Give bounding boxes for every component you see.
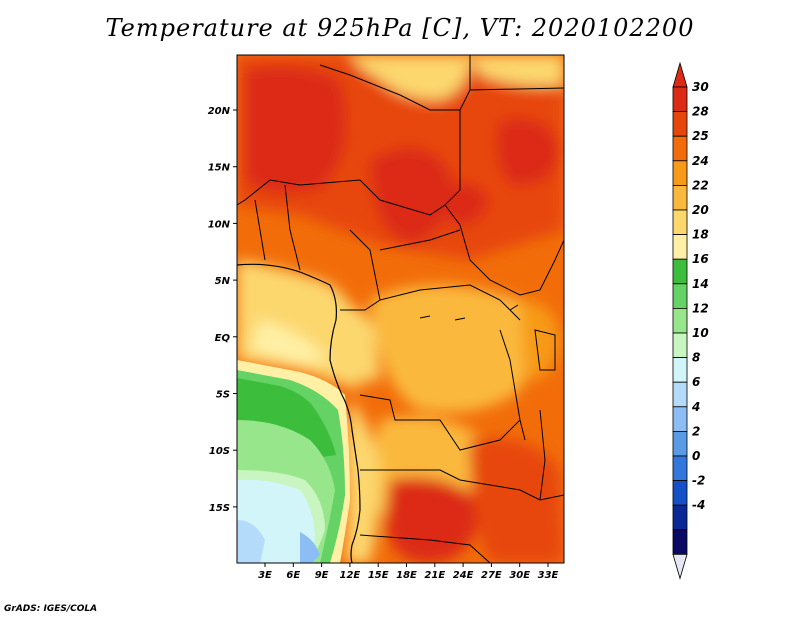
y-tick-label: 10N [208, 219, 231, 230]
x-tick-label: 6E [286, 570, 300, 581]
colorbar-swatch [672, 430, 688, 457]
colorbar-swatch [672, 135, 688, 162]
colorbar-label: 20 [692, 203, 709, 217]
colorbar-label: 8 [692, 351, 700, 365]
y-tick-label: 15N [208, 163, 231, 174]
colorbar-label: -4 [692, 498, 705, 512]
colorbar-swatch [672, 111, 688, 137]
temperature-field [237, 55, 564, 563]
colorbar-swatch [672, 234, 688, 260]
ocean-field [237, 360, 350, 563]
colorbar-label: -2 [692, 474, 705, 488]
map-frame [236, 54, 565, 564]
colorbar-swatch [672, 381, 688, 408]
y-tick-label: 15S [209, 503, 230, 514]
colorbar-label: 28 [692, 105, 709, 119]
colorbar-label: 14 [692, 277, 709, 291]
colorbar-label: 25 [692, 129, 709, 143]
x-axis: 3E 6E 9E 12E 15E 18E 21E 24E 27E 30E 33E [258, 563, 559, 581]
colorbar-swatch [672, 160, 688, 186]
colorbar-swatch [672, 357, 688, 383]
colorbar-swatch [672, 283, 688, 309]
colorbar-swatch [672, 209, 688, 236]
x-tick-label: 30E [509, 570, 530, 581]
colorbar-swatch [672, 307, 688, 334]
x-tick-label: 27E [481, 570, 502, 581]
colorbar-swatch [672, 258, 688, 285]
y-tick-label: 5S [216, 390, 230, 401]
colorbar-label: 16 [692, 252, 709, 266]
colorbar-swatch [672, 332, 688, 359]
colorbar-swatch [672, 455, 688, 482]
y-tick-label: 20N [208, 106, 231, 117]
chart-title: Temperature at 925hPa [C], VT: 202010220… [105, 14, 695, 42]
colorbar-label: 18 [692, 228, 709, 242]
colorbar-label: 2 [692, 424, 700, 438]
colorbar-swatch [672, 504, 688, 531]
colorbar-label: 4 [691, 400, 700, 414]
x-tick-label: 18E [396, 570, 417, 581]
y-tick-label: 10S [209, 446, 230, 457]
field-shading [237, 55, 564, 563]
colorbar-swatch [672, 480, 688, 506]
colorbar-swatch [672, 184, 688, 211]
credit-text: GrADS: IGES/COLA [4, 604, 98, 614]
colorbar-swatch [672, 86, 688, 113]
x-tick-label: 9E [315, 570, 329, 581]
x-tick-label: 33E [538, 570, 559, 581]
colorbar-label: 12 [692, 301, 709, 315]
colorbar-swatch [672, 529, 688, 555]
colorbar-label: 0 [692, 449, 700, 463]
map-boundaries [237, 55, 564, 563]
colorbar-label: 30 [692, 80, 709, 94]
colorbar-over-triangle [672, 61, 688, 88]
y-tick-label: EQ [215, 333, 231, 344]
colorbar-swatch [672, 406, 688, 432]
x-tick-label: 15E [368, 570, 389, 581]
y-tick-label: 5N [215, 276, 231, 287]
x-tick-label: 24E [453, 570, 474, 581]
colorbar-label: 24 [692, 154, 709, 168]
colorbar-under-triangle [672, 554, 688, 580]
y-axis: 20N 15N 10N 5N EQ 5S 10S 15S [208, 106, 237, 514]
colorbar-label: 6 [692, 375, 700, 389]
colorbar-label: 10 [692, 326, 709, 340]
x-tick-label: 12E [340, 570, 361, 581]
x-tick-label: 21E [424, 570, 445, 581]
colorbar-label: 22 [692, 178, 709, 192]
x-tick-label: 3E [258, 570, 272, 581]
